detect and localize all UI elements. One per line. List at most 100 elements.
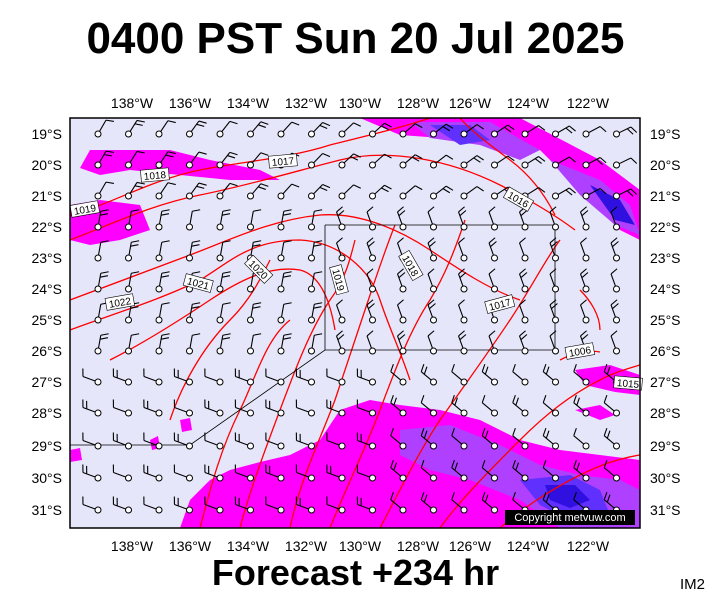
wind-barb	[549, 330, 559, 355]
wind-barb	[521, 125, 546, 138]
wind-barb	[399, 123, 423, 138]
wind-barb	[397, 330, 407, 355]
map-frame	[69, 117, 641, 529]
wind-barb	[308, 152, 331, 169]
wind-barb	[573, 459, 590, 482]
wind-barb	[369, 122, 392, 138]
wind-barb	[216, 209, 231, 231]
latitude-tick-label: 27°S	[650, 374, 681, 390]
wind-barb	[488, 237, 498, 262]
latitude-labels-left: 19°S 20°S 21°S 22°S 23°S 24°S 25°S 26°S 27°S 28°S…	[31, 126, 62, 518]
wind-barb	[610, 330, 620, 355]
latitude-tick-label: 29°S	[650, 438, 681, 454]
wind-barb	[549, 268, 559, 293]
wind-barb	[573, 363, 590, 386]
wind-barb	[552, 156, 576, 169]
latitude-tick-label: 20°S	[650, 157, 681, 173]
wind-barb	[356, 496, 376, 514]
wind-barb	[94, 333, 109, 355]
isobar-label-text: 1019	[73, 203, 97, 218]
page-title: 0400 PST Sun 20 Jul 2025	[86, 14, 625, 63]
longitude-tick-label: 134°W	[227, 538, 270, 554]
wind-barb	[336, 299, 346, 324]
latitude-tick-label: 27°S	[31, 374, 62, 390]
wind-barb	[430, 154, 454, 169]
latitude-tick-label: 26°S	[650, 343, 681, 359]
wind-barb	[542, 394, 559, 417]
forecast-label: Forecast +234 hr	[211, 552, 500, 593]
wind-barb	[603, 459, 620, 482]
wind-barb	[488, 330, 498, 355]
latitude-tick-label: 24°S	[650, 281, 681, 297]
wind-barb	[277, 333, 292, 355]
rain-band-south-extreme	[545, 485, 590, 508]
wind-barb	[610, 299, 620, 324]
wind-barb	[366, 330, 376, 355]
wind-barb	[308, 333, 323, 355]
wind-barb	[216, 151, 238, 169]
wind-barb	[512, 427, 529, 450]
wind-barb	[549, 237, 559, 262]
longitude-tick-label: 126°W	[449, 538, 492, 554]
wind-barb	[186, 209, 201, 231]
wind-barb	[397, 268, 407, 293]
wind-barb	[338, 122, 361, 138]
wind-barb	[125, 209, 140, 231]
wind-barb	[308, 240, 323, 262]
wind-barb	[366, 268, 376, 293]
wind-barb	[112, 496, 132, 514]
wind-barb	[234, 496, 254, 514]
wind-barb	[94, 240, 109, 262]
rain-spot-2	[180, 418, 192, 432]
wind-barb	[420, 394, 437, 417]
wind-barb	[512, 394, 529, 417]
latitude-tick-label: 30°S	[31, 470, 62, 486]
wind-barb	[458, 330, 468, 355]
latitude-tick-label: 25°S	[31, 312, 62, 328]
wind-barb	[125, 119, 145, 138]
wind-barb	[112, 432, 132, 450]
wind-barb	[308, 209, 323, 231]
wind-barb	[308, 302, 323, 324]
wind-barb	[491, 155, 515, 169]
wind-barb	[173, 464, 193, 482]
isobar-label: 1015	[613, 375, 643, 391]
wind-barb	[186, 333, 201, 355]
wind-barb	[542, 427, 559, 450]
wind-barb	[143, 399, 163, 417]
longitude-tick-label: 130°W	[339, 95, 382, 111]
wind-barb	[390, 363, 407, 386]
isobar-label: 1017	[268, 153, 298, 169]
wind-barb	[247, 121, 269, 138]
wind-barb	[82, 496, 102, 514]
wind-barb	[397, 299, 407, 324]
longitude-tick-label: 138°W	[111, 95, 154, 111]
wind-barb	[521, 156, 546, 169]
wind-barb	[542, 363, 559, 386]
wind-barb	[277, 240, 292, 262]
wind-barb	[519, 330, 529, 355]
wind-barb	[277, 183, 300, 200]
wind-barb	[94, 181, 114, 200]
latitude-tick-label: 24°S	[31, 281, 62, 297]
wind-barb	[125, 181, 145, 200]
wind-barb	[420, 491, 437, 514]
wind-barb	[366, 237, 376, 262]
wind-barb	[427, 330, 437, 355]
image-code: IM2	[679, 576, 705, 593]
longitude-tick-label: 132°W	[285, 95, 328, 111]
isobar-label-text: 1022	[108, 296, 132, 311]
wind-barb	[460, 124, 484, 138]
latitude-tick-label: 26°S	[31, 343, 62, 359]
wind-barb	[326, 496, 346, 514]
rain-patch-east-2	[575, 405, 615, 420]
wind-barb	[277, 271, 292, 293]
wind-barb	[481, 394, 498, 417]
wind-barb	[390, 427, 407, 450]
longitude-tick-label: 122°W	[567, 95, 610, 111]
wind-barb	[155, 333, 170, 355]
wind-barb	[488, 268, 498, 293]
wind-barb	[216, 302, 231, 324]
wind-barb	[336, 330, 346, 355]
